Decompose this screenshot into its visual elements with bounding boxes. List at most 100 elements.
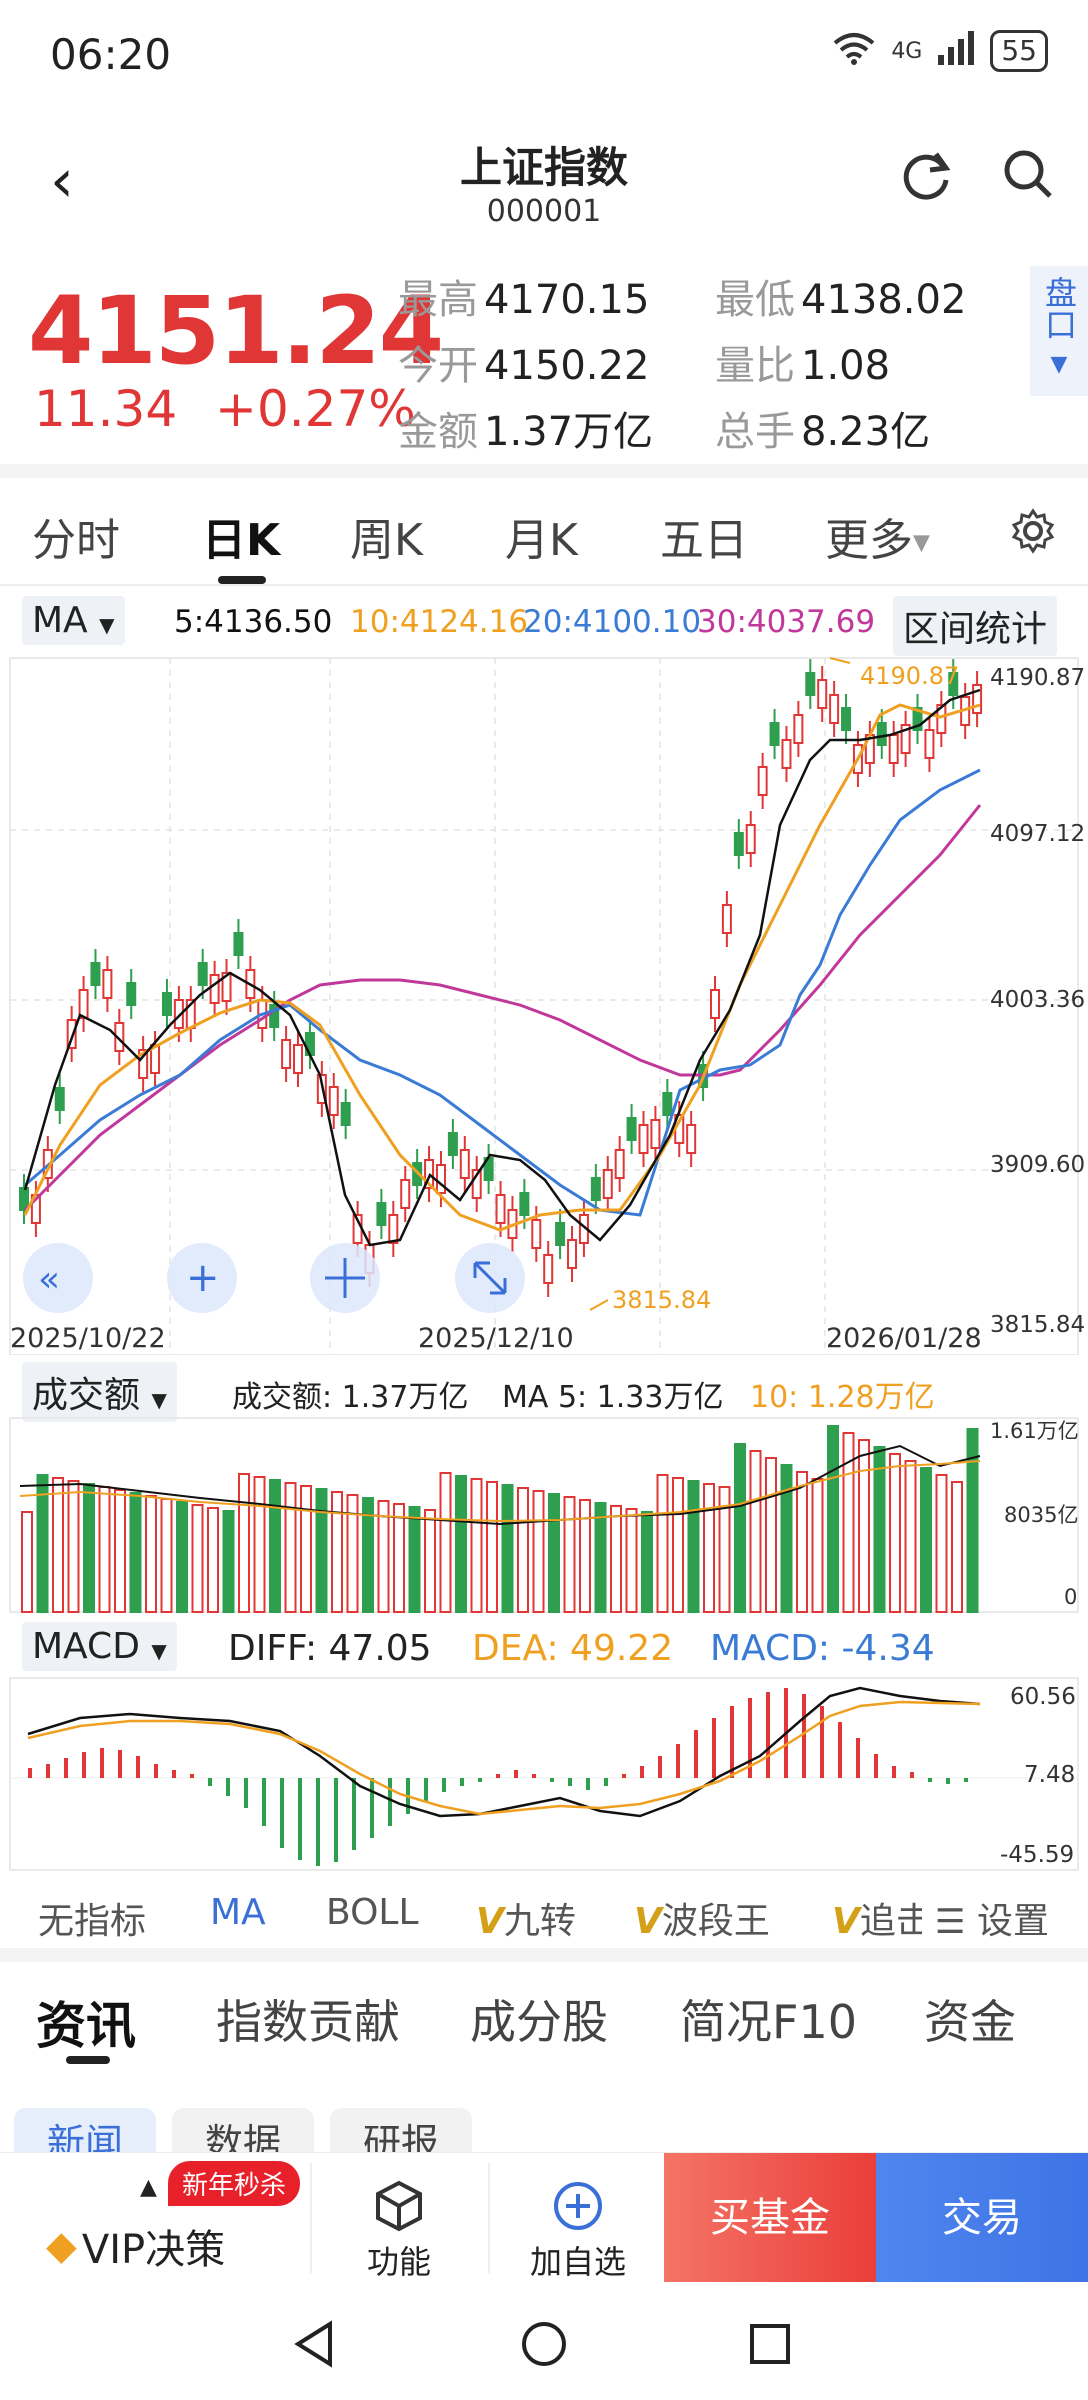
change-percent: +0.27% [215,380,416,438]
buy-fund-button[interactable]: 买基金 [664,2153,876,2283]
svg-text:+: + [186,1255,220,1301]
volume-tick: 0 [1064,1585,1077,1609]
candle [876,722,887,746]
tab-funds[interactable]: 资金 [924,1995,1016,2049]
y-tick: 4003.36 [990,987,1085,1013]
status-time: 06:20 [50,30,172,79]
vip-v-icon: V [634,1901,662,1942]
candle [340,1102,351,1126]
stat-amount: 金额 1.37万亿 [398,409,654,455]
vip-decision-button[interactable]: ◆ VIP决策 [46,2223,226,2273]
crosshair-button[interactable] [310,1243,380,1313]
fullscreen-button[interactable] [455,1243,525,1313]
volume-bar [904,1460,917,1613]
volume-ma10: 10: 1.28万亿 [750,1380,935,1415]
range-stats-button[interactable]: 区间统计 [893,596,1058,656]
tab-more[interactable]: 更多▼ [825,515,930,566]
volume-tick: 8035亿 [1004,1503,1078,1527]
indicator-zhuiji[interactable]: V追击 [832,1901,922,1942]
status-bar: 06:20 4G 55 [0,0,1088,110]
tab-news-info[interactable]: 资讯 [36,1997,136,2055]
candlestick-chart[interactable]: 4190.87 3815.84 4190.87 4097.12 4003.36 … [0,655,1088,1355]
trade-button[interactable]: 交易 [876,2153,1088,2283]
volume-bar [191,1504,204,1613]
macd-dea: DEA: 49.22 [472,1628,674,1669]
volume-bar [455,1475,467,1613]
volume-bar [920,1467,932,1613]
tab-constituents[interactable]: 成分股 [470,1995,608,2049]
ma20-value: 20:4100.10 [523,604,702,640]
pankou-button[interactable]: 盘口 ▼ [1030,266,1088,396]
ma-selector[interactable]: MA ▼ [22,596,125,645]
volume-bar [656,1474,669,1613]
volume-bar [114,1489,126,1613]
volume-selector[interactable]: 成交额 ▼ [22,1362,177,1422]
y-tick: 4190.87 [990,665,1085,691]
function-button[interactable]: 功能 [336,2179,462,2283]
tab-five-day[interactable]: 五日 [660,515,748,566]
active-tab-indicator [218,576,266,584]
macd-selector[interactable]: MACD ▼ [22,1622,177,1671]
nav-back-icon[interactable] [292,2320,336,2368]
indicator-ma[interactable]: MA [210,1892,266,1933]
candle [78,989,89,1019]
indicator-settings[interactable]: ☰ 设置 [935,1892,1049,1944]
candle [805,672,816,696]
volume-bar [780,1464,793,1613]
nav-home-icon[interactable] [520,2320,568,2368]
tab-profile-f10[interactable]: 简况F10 [680,1995,857,2049]
tab-monthly-k[interactable]: 月K [505,515,578,566]
nav-recents-icon[interactable] [748,2322,792,2366]
indicator-jiuzhuan[interactable]: V九转 [476,1901,576,1942]
candle [495,1194,506,1224]
candle [626,1117,637,1141]
tab-index-contribution[interactable]: 指数贡献 [216,1995,400,2049]
svg-text:«: « [38,1259,60,1300]
cube-icon [376,2180,422,2232]
candle [459,1149,470,1179]
diamond-icon: ◆ [46,2223,77,2269]
status-icons: 4G 55 [831,30,1048,72]
x-tick: 2025/12/10 [418,1323,574,1354]
indicator-none[interactable]: 无指标 [38,1901,147,1942]
tab-daily-k[interactable]: 日K [202,515,281,566]
change-value: 11.34 [34,380,178,438]
candle [555,1222,566,1246]
candle [173,999,184,1029]
tab-intraday[interactable]: 分时 [32,515,120,566]
candle [209,974,220,1004]
x-tick: 2026/01/28 [826,1323,982,1354]
volume-bar [98,1486,111,1613]
volume-bar [486,1481,498,1613]
volume-bar [393,1503,405,1613]
volume-bar [362,1497,374,1613]
ma10-line [23,703,981,1232]
volume-bar [935,1474,948,1613]
stat-open: 今开 4150.22 [398,343,650,389]
settings-gear-icon[interactable] [1010,508,1056,558]
back-icon[interactable]: ‹ [50,146,74,216]
candle [435,1164,446,1194]
candle [936,704,947,734]
scroll-left-button[interactable]: « [23,1243,93,1313]
add-watchlist-button[interactable]: 加自选 [515,2179,641,2283]
volume-bar [610,1505,622,1613]
zoom-in-button[interactable]: + [167,1243,237,1313]
tab-weekly-k[interactable]: 周K [350,515,423,566]
indicator-boduanwang[interactable]: V波段王 [634,1901,770,1942]
ma20-line [24,768,981,1217]
volume-bar [734,1443,746,1613]
candle [54,1087,65,1111]
volume-bar [21,1511,33,1613]
volume-bar [532,1490,545,1613]
refresh-icon[interactable] [898,146,954,215]
volume-bar [160,1498,173,1613]
indicator-boll[interactable]: BOLL [326,1892,419,1933]
volume-bar [67,1480,80,1613]
search-icon[interactable] [1000,146,1056,215]
volume-chart: 1.61万亿 8035亿 0 [9,1417,1079,1613]
current-price: 4151.24 [28,277,444,386]
y-tick: 3815.84 [990,1312,1085,1338]
candle [388,1214,399,1244]
wifi-icon [831,31,877,72]
